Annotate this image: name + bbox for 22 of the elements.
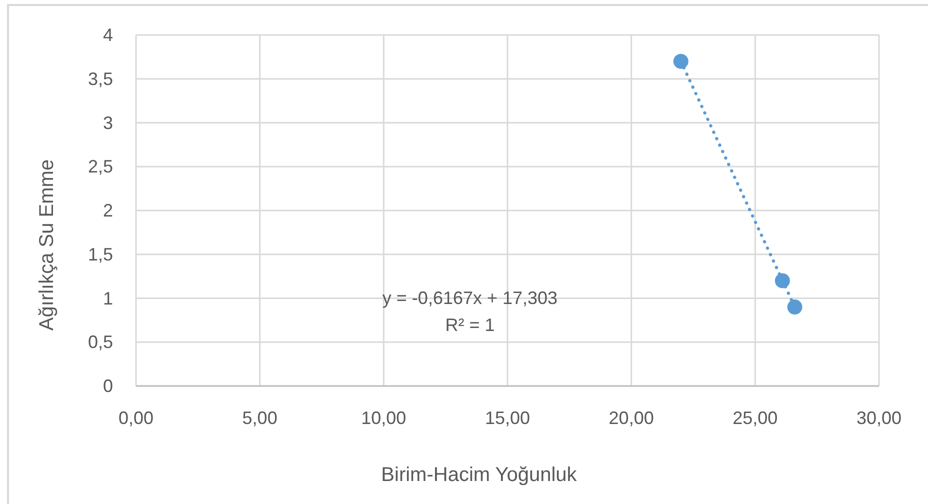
y-tick-label: 1: [102, 288, 113, 308]
point: [673, 54, 688, 69]
x-tick-label: 0,00: [118, 408, 154, 428]
x-tick-label: 15,00: [484, 408, 530, 428]
y-tick-label: 2: [102, 200, 113, 220]
y-tick-label: 2,5: [88, 156, 113, 177]
y-tick-label: 3,5: [88, 68, 113, 89]
y-tick-label: 3: [102, 112, 113, 133]
x-tick-label: 25,00: [732, 408, 778, 428]
y-tick-label: 1,5: [88, 244, 113, 264]
y-tick-label: 0: [102, 376, 113, 396]
y-axis-title: Ağırlıkça Su Emme: [36, 159, 58, 331]
x-tick-label: 10,00: [361, 408, 406, 428]
point: [787, 300, 802, 315]
x-axis-title: Birim-Hacim Yoğunluk: [381, 464, 578, 486]
y-tick-label: 0,5: [88, 332, 113, 352]
x-tick-label: 5,00: [242, 408, 278, 428]
x-tick-label: 20,00: [608, 408, 654, 428]
annotation: y = -0,6167x + 17,303: [382, 288, 558, 308]
y-tick-label: 4: [102, 25, 113, 45]
annotation: R² = 1: [445, 315, 495, 335]
x-tick-label: 30,00: [856, 408, 902, 428]
